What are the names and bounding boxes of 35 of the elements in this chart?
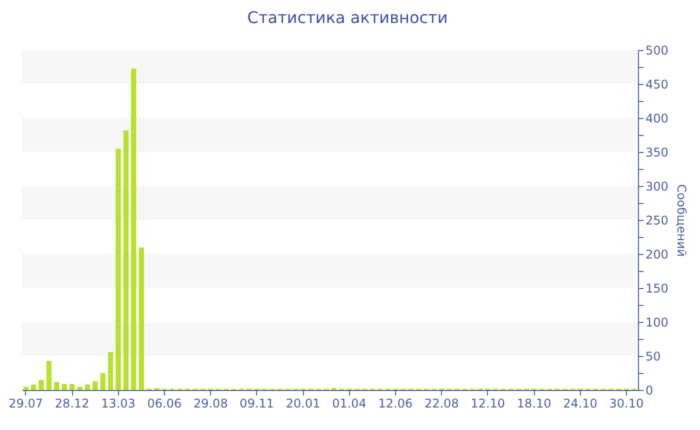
x-tick-label: 29.08 <box>193 396 228 410</box>
y-tick-label: 350 <box>646 146 668 160</box>
x-tick-label: 12.10 <box>470 396 506 410</box>
y-tick-label: 0 <box>646 384 654 398</box>
y-tick-label: 200 <box>646 248 668 262</box>
bar <box>46 360 52 390</box>
bar <box>138 247 144 390</box>
chart-title: Статистика активности <box>247 8 448 27</box>
x-tick-label: 30.10 <box>609 396 644 410</box>
bar <box>108 352 114 390</box>
y-tick-label: 300 <box>646 180 668 194</box>
x-tick-label: 28.12 <box>54 396 90 410</box>
x-tick-label: 24.10 <box>563 396 598 410</box>
y-tick-label: 250 <box>646 214 668 228</box>
y-tick-label: 50 <box>646 350 661 364</box>
x-tick-label: 12.06 <box>378 396 413 410</box>
x-tick-label: 22.08 <box>424 396 459 410</box>
bar <box>30 384 36 390</box>
y-tick-label: 150 <box>646 282 668 296</box>
bar <box>123 130 129 390</box>
y-tick-label: 500 <box>646 44 668 58</box>
x-tick-label: 09.11 <box>240 396 274 410</box>
x-tick-label: 29.07 <box>8 396 44 410</box>
y-tick-label: 450 <box>646 78 668 92</box>
x-tick-label: 01.04 <box>332 396 366 410</box>
y-tick-label: 400 <box>646 112 668 126</box>
y-tick-label: 100 <box>646 316 668 330</box>
x-tick-label: 13.03 <box>101 396 136 410</box>
bar <box>130 68 136 390</box>
x-tick-label: 18.10 <box>516 396 552 410</box>
x-tick-label: 06.06 <box>147 396 182 410</box>
bar <box>100 373 106 390</box>
x-tick-label: 20.01 <box>286 396 320 410</box>
bar <box>84 384 90 390</box>
y-axis-title: Сообщений <box>674 184 688 257</box>
